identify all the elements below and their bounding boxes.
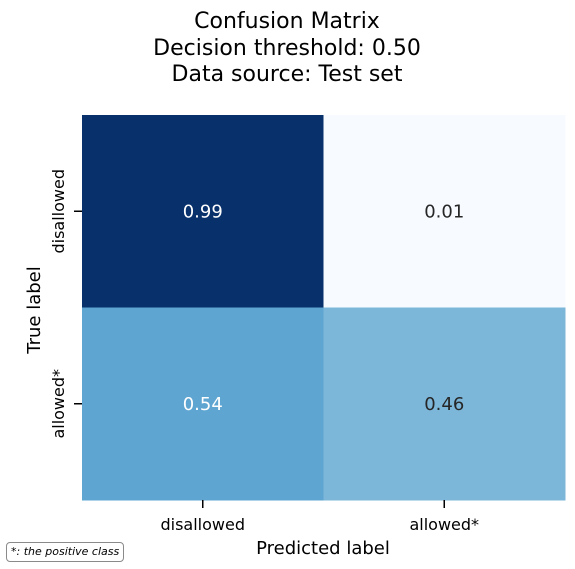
heatmap-cell-r0-c1 (323, 115, 566, 308)
chart-title-line-3: Data source: Test set (172, 62, 403, 87)
chart-title-line-2: Decision threshold: 0.50 (153, 36, 421, 61)
heatmap-cell-labels: 0.99 0.01 0.54 0.46 (183, 201, 465, 415)
cell-value-label-r0-c1: 0.01 (424, 201, 464, 222)
y-axis-label: True label (24, 266, 45, 355)
cell-value-label-r1-c1: 0.46 (424, 394, 464, 415)
x-tick-label-1: allowed* (409, 515, 479, 534)
x-axis-label: Predicted label (256, 538, 390, 559)
x-axis-ticks: disallowed allowed* (160, 500, 479, 534)
heatmap-cell-r1-c1 (323, 307, 566, 501)
y-axis-ticks: disallowed allowed* (49, 169, 82, 439)
heatmap-cell-r1-c0 (82, 307, 324, 501)
cell-value-label-r0-c0: 0.99 (183, 201, 223, 222)
x-tick-label-0: disallowed (160, 515, 245, 534)
y-tick-label-1: allowed* (49, 369, 68, 439)
y-tick-label-0: disallowed (49, 169, 68, 254)
heatmap-cell-r0-c0 (82, 115, 324, 308)
chart-title-line-1: Confusion Matrix (194, 9, 380, 34)
cell-value-label-r1-c0: 0.54 (183, 394, 223, 415)
chart-title: Confusion Matrix Decision threshold: 0.5… (153, 9, 421, 87)
heatmap-cells (82, 115, 566, 501)
positive-class-footnote: *: the positive class (6, 542, 125, 562)
